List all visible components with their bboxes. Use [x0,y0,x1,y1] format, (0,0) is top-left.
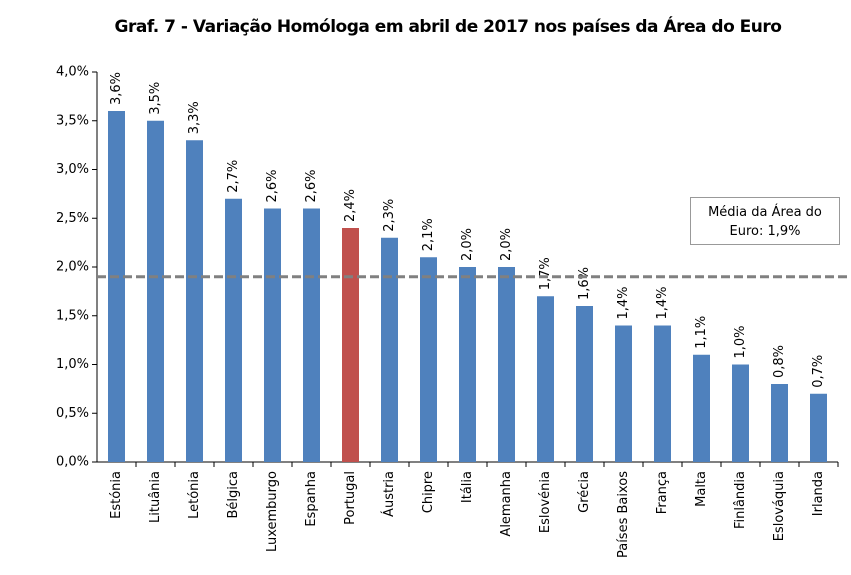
x-tick-label: Malta [694,471,709,507]
value-label: 2,0% [499,228,514,261]
bar [498,267,515,462]
value-label: 1,6% [577,267,592,300]
x-tick-label: Chipre [421,471,436,513]
x-tick-label: Luxemburgo [265,471,280,552]
value-label: 1,0% [733,325,748,358]
x-tick-label: Países Baixos [616,471,631,558]
x-tick-label: Alemanha [499,471,514,537]
value-label: 3,6% [109,72,124,105]
x-tick-label: Estónia [109,471,124,519]
x-tick-label: Lituânia [148,471,163,523]
bar [381,237,398,462]
bar [264,208,281,462]
bar [693,354,710,462]
y-tick-label: 2,5% [56,211,89,226]
bar [771,384,788,462]
y-tick-label: 3,0% [56,162,89,177]
bar [810,393,827,462]
value-label: 2,4% [343,189,358,222]
value-label: 1,4% [616,286,631,319]
bar [342,228,359,462]
y-tick-label: 4,0% [56,65,89,80]
bar [225,198,242,462]
value-label: 2,1% [421,218,436,251]
bar [147,120,164,462]
value-label: 0,7% [811,355,826,388]
y-tick-label: 3,5% [56,113,89,128]
value-label: 3,5% [148,82,163,115]
value-label: 0,8% [772,345,787,378]
value-label: 3,3% [187,101,202,134]
y-tick-label: 0,5% [56,406,89,421]
x-tick-label: Finlândia [733,471,748,529]
value-label: 1,7% [538,257,553,290]
value-label: 1,4% [655,286,670,319]
value-label: 2,7% [226,160,241,193]
x-tick-label: Itália [460,471,475,503]
y-tick-label: 1,5% [56,308,89,323]
bar [654,325,671,462]
x-tick-label: Áustria [381,471,397,517]
value-label: 1,1% [694,316,709,349]
y-tick-label: 1,0% [56,357,89,372]
bar [303,208,320,462]
x-tick-label: Irlanda [811,471,826,516]
bar [459,267,476,462]
bar [186,140,203,462]
chart-title: Graf. 7 - Variação Homóloga em abril de … [114,17,782,37]
value-label: 2,6% [304,169,319,202]
bar [420,257,437,462]
y-tick-label: 2,0% [56,260,89,275]
value-label: 2,0% [460,228,475,261]
x-tick-label: Eslováquia [772,471,787,541]
x-tick-label: Grécia [577,471,592,513]
x-tick-label: Bélgica [226,471,241,519]
bar [615,325,632,462]
bar [108,111,125,462]
bar [732,364,749,462]
x-tick-label: Espanha [304,471,319,527]
value-label: 2,6% [265,169,280,202]
bar [537,296,554,462]
bar [576,306,593,462]
reference-label: Média da Área do Euro: 1,9% [690,197,840,245]
value-label: 2,3% [382,199,397,232]
x-tick-label: Portugal [343,471,358,525]
x-tick-label: Eslovénia [538,471,553,533]
y-tick-label: 0,0% [56,455,89,470]
x-tick-label: França [655,471,670,514]
x-tick-label: Letónia [187,471,202,519]
